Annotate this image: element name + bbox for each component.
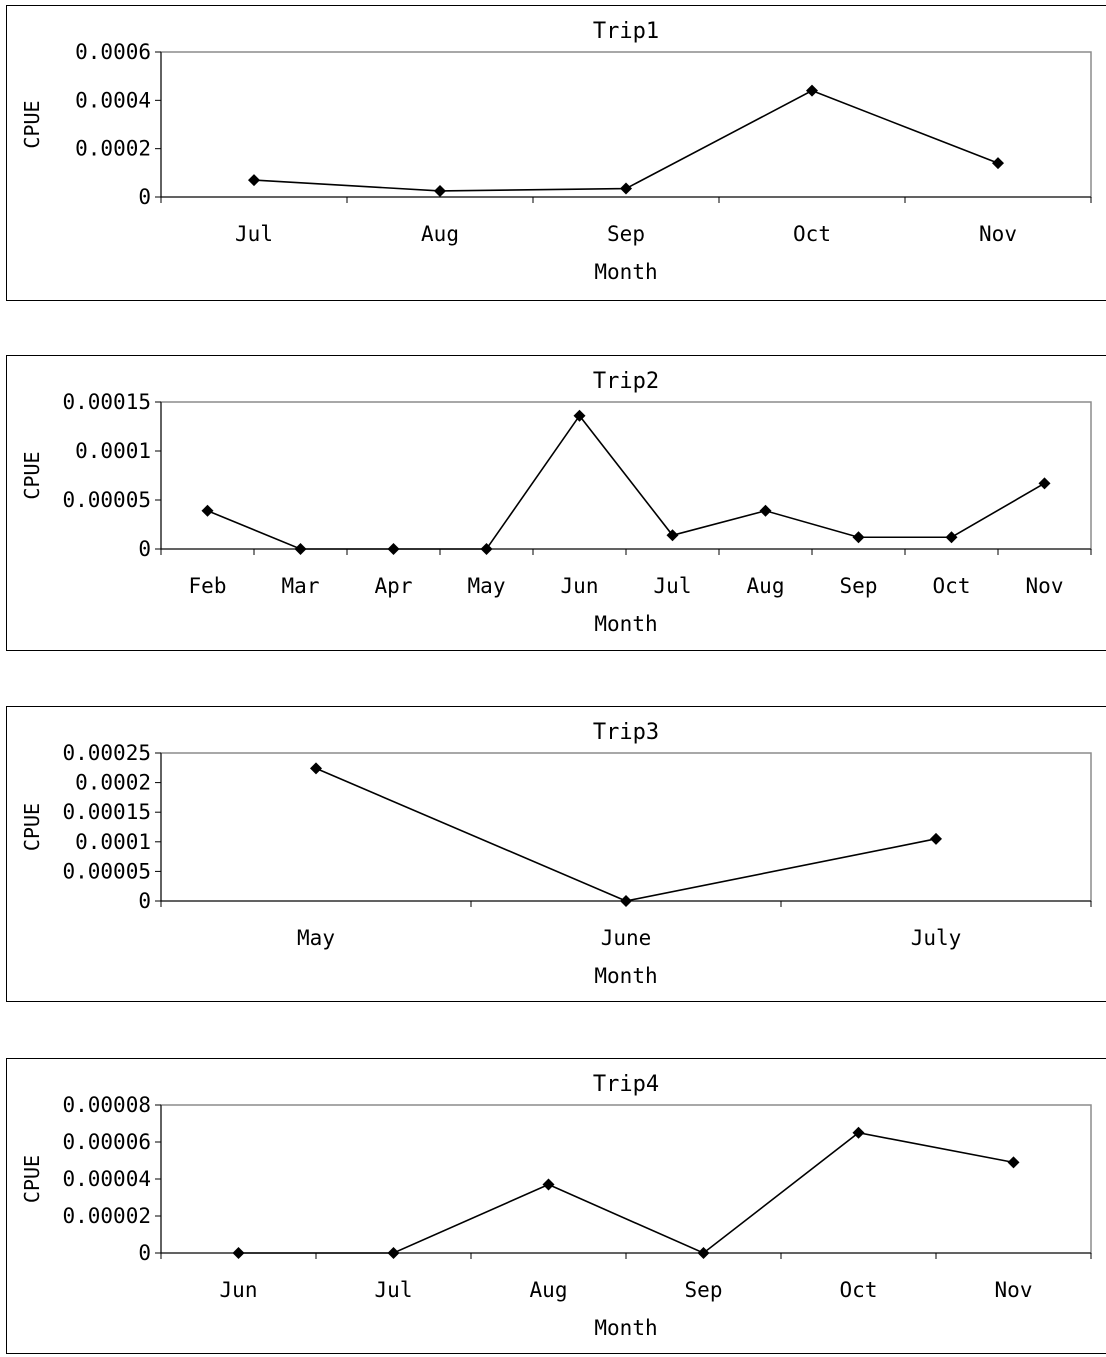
y-tick-label: 0.0006 xyxy=(75,40,151,64)
x-tick-label: Oct xyxy=(933,574,971,598)
y-tick-label: 0.00005 xyxy=(62,488,151,512)
data-point-jul xyxy=(666,529,679,542)
data-point-jun xyxy=(232,1247,245,1259)
x-tick-label: Apr xyxy=(375,574,413,598)
chart-panel-trip3: Trip3 CPUE 0 0.00005 0.0001 0.00015 0.0002 0.00… xyxy=(6,706,1106,1002)
x-tick-label: Jun xyxy=(220,1278,258,1302)
series-line xyxy=(315,767,937,902)
data-point-jul xyxy=(387,1247,400,1259)
y-axis-label: CPUE xyxy=(20,1155,44,1203)
y-axis-label: CPUE xyxy=(20,451,44,499)
data-point-oct xyxy=(852,1126,865,1139)
y-tick-label: 0 xyxy=(138,1241,151,1265)
y-tick-label: 0.00006 xyxy=(62,1130,151,1154)
chart-trip2: Trip2 CPUE 0 0.00005 0.0001 0.00015 Feb Mar Apr M… xyxy=(20,369,1092,636)
series-line xyxy=(238,1131,1014,1254)
chart-trip3: Trip3 CPUE 0 0.00005 0.0001 0.00015 0.0002 0.00… xyxy=(20,720,1092,988)
x-tick-label: Nov xyxy=(979,222,1017,246)
y-tick-label: 0.00005 xyxy=(62,859,151,883)
chart-title: Trip3 xyxy=(593,720,659,745)
x-tick-label: Jul xyxy=(654,574,692,598)
x-tick-label: May xyxy=(468,574,506,598)
x-tick-label: Oct xyxy=(793,222,831,246)
data-point-nov xyxy=(1038,477,1051,490)
x-axis-label: Month xyxy=(594,612,657,636)
x-tick-label: Feb xyxy=(189,574,227,598)
x-tick-label: Jul xyxy=(235,222,273,246)
y-tick-label: 0.00002 xyxy=(62,1204,151,1228)
y-tick-label: 0.0002 xyxy=(75,771,151,795)
plot-area xyxy=(160,1104,1092,1254)
data-point-may xyxy=(310,762,322,775)
data-point-may xyxy=(480,543,493,555)
chart-panel-trip1: Trip1 CPUE 0 0.0002 0.0004 0.0006 Jul Aug Sep Oct… xyxy=(6,5,1106,301)
chart-trip1: Trip1 CPUE 0 0.0002 0.0004 0.0006 Jul Aug Sep Oct… xyxy=(20,19,1092,284)
x-tick-label: June xyxy=(601,926,652,950)
y-tick-label: 0 xyxy=(138,185,151,209)
y-tick-label: 0.00015 xyxy=(62,800,151,824)
data-point-nov xyxy=(1007,1156,1020,1169)
data-point-june xyxy=(620,895,632,907)
series-line xyxy=(207,414,1045,550)
chart-title: Trip1 xyxy=(593,19,659,44)
x-tick-label: Aug xyxy=(747,574,785,598)
x-axis-label: Month xyxy=(594,260,657,284)
data-point-mar xyxy=(294,543,307,555)
y-tick-label: 0.00008 xyxy=(62,1093,151,1117)
chart-title: Trip2 xyxy=(593,369,659,394)
data-point-oct xyxy=(945,531,958,544)
data-point-feb xyxy=(201,504,214,517)
y-tick-label: 0.0002 xyxy=(75,137,151,161)
data-point-apr xyxy=(387,543,400,555)
y-tick-label: 0.0001 xyxy=(75,439,151,463)
x-tick-label: Sep xyxy=(840,574,878,598)
x-tick-label: Nov xyxy=(1026,574,1064,598)
y-tick-label: 0.0001 xyxy=(75,830,151,854)
y-tick-label: 0 xyxy=(138,537,151,561)
x-tick-label: Jun xyxy=(561,574,599,598)
x-axis-label: Month xyxy=(594,964,657,988)
plot-area xyxy=(160,51,1092,198)
y-tick-label: 0 xyxy=(138,889,151,913)
plot-area xyxy=(160,752,1092,902)
data-point-sep xyxy=(620,182,632,195)
y-tick-label: 0.0004 xyxy=(75,88,151,112)
x-tick-label: Aug xyxy=(530,1278,568,1302)
data-point-sep xyxy=(852,531,865,544)
x-axis-label: Month xyxy=(594,1316,657,1340)
x-tick-label: Sep xyxy=(607,222,645,246)
x-tick-label: May xyxy=(297,926,335,950)
chart-panel-trip2: Trip2 CPUE 0 0.00005 0.0001 0.00015 Feb Mar Apr M… xyxy=(6,355,1106,651)
data-point-aug xyxy=(434,184,446,197)
x-tick-label: Mar xyxy=(282,574,320,598)
data-point-jun xyxy=(573,409,586,422)
x-tick-label: Sep xyxy=(685,1278,723,1302)
data-point-july xyxy=(930,832,942,845)
series-line xyxy=(253,89,999,192)
data-point-sep xyxy=(697,1247,710,1259)
y-axis-label: CPUE xyxy=(20,100,44,148)
y-tick-label: 0.00004 xyxy=(62,1167,151,1191)
y-axis-label: CPUE xyxy=(20,803,44,851)
chart-trip4: Trip4 CPUE 0 0.00002 0.00004 0.00006 0.00008 Ju… xyxy=(20,1072,1092,1340)
x-tick-label: Oct xyxy=(840,1278,878,1302)
data-point-aug xyxy=(759,504,772,517)
data-point-nov xyxy=(992,157,1004,170)
y-tick-label: 0.00015 xyxy=(62,390,151,414)
chart-title: Trip4 xyxy=(593,1072,659,1097)
x-tick-label: Jul xyxy=(375,1278,413,1302)
x-tick-label: July xyxy=(911,926,962,950)
y-tick-label: 0.00025 xyxy=(62,741,151,765)
data-point-oct xyxy=(806,84,818,97)
x-tick-label: Aug xyxy=(421,222,459,246)
data-point-aug xyxy=(542,1178,555,1191)
x-tick-label: Nov xyxy=(995,1278,1033,1302)
data-point-jul xyxy=(248,174,260,187)
chart-panel-trip4: Trip4 CPUE 0 0.00002 0.00004 0.00006 0.00008 Ju… xyxy=(6,1058,1106,1354)
